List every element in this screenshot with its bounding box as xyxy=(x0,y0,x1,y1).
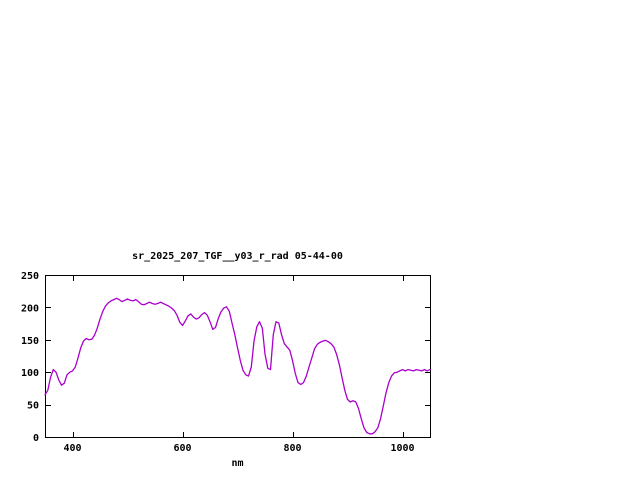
x-tick-label: 600 xyxy=(173,443,191,454)
y-tick-label: 200 xyxy=(21,303,39,314)
y-tick-label: 100 xyxy=(21,368,39,379)
chart-title: sr_2025_207_TGF__y03_r_rad 05-44-00 xyxy=(132,251,343,262)
x-tick-label: 800 xyxy=(283,443,301,454)
x-tick-label: 1000 xyxy=(390,443,414,454)
y-tick-label: 250 xyxy=(21,271,39,282)
y-tick-label: 150 xyxy=(21,336,39,347)
y-tick-label: 50 xyxy=(27,401,39,412)
x-tick-label: 400 xyxy=(63,443,81,454)
x-axis-label: nm xyxy=(231,458,244,469)
plot-border xyxy=(45,275,431,438)
spectrum-curve xyxy=(44,297,431,435)
y-tick-label: 0 xyxy=(33,433,39,444)
